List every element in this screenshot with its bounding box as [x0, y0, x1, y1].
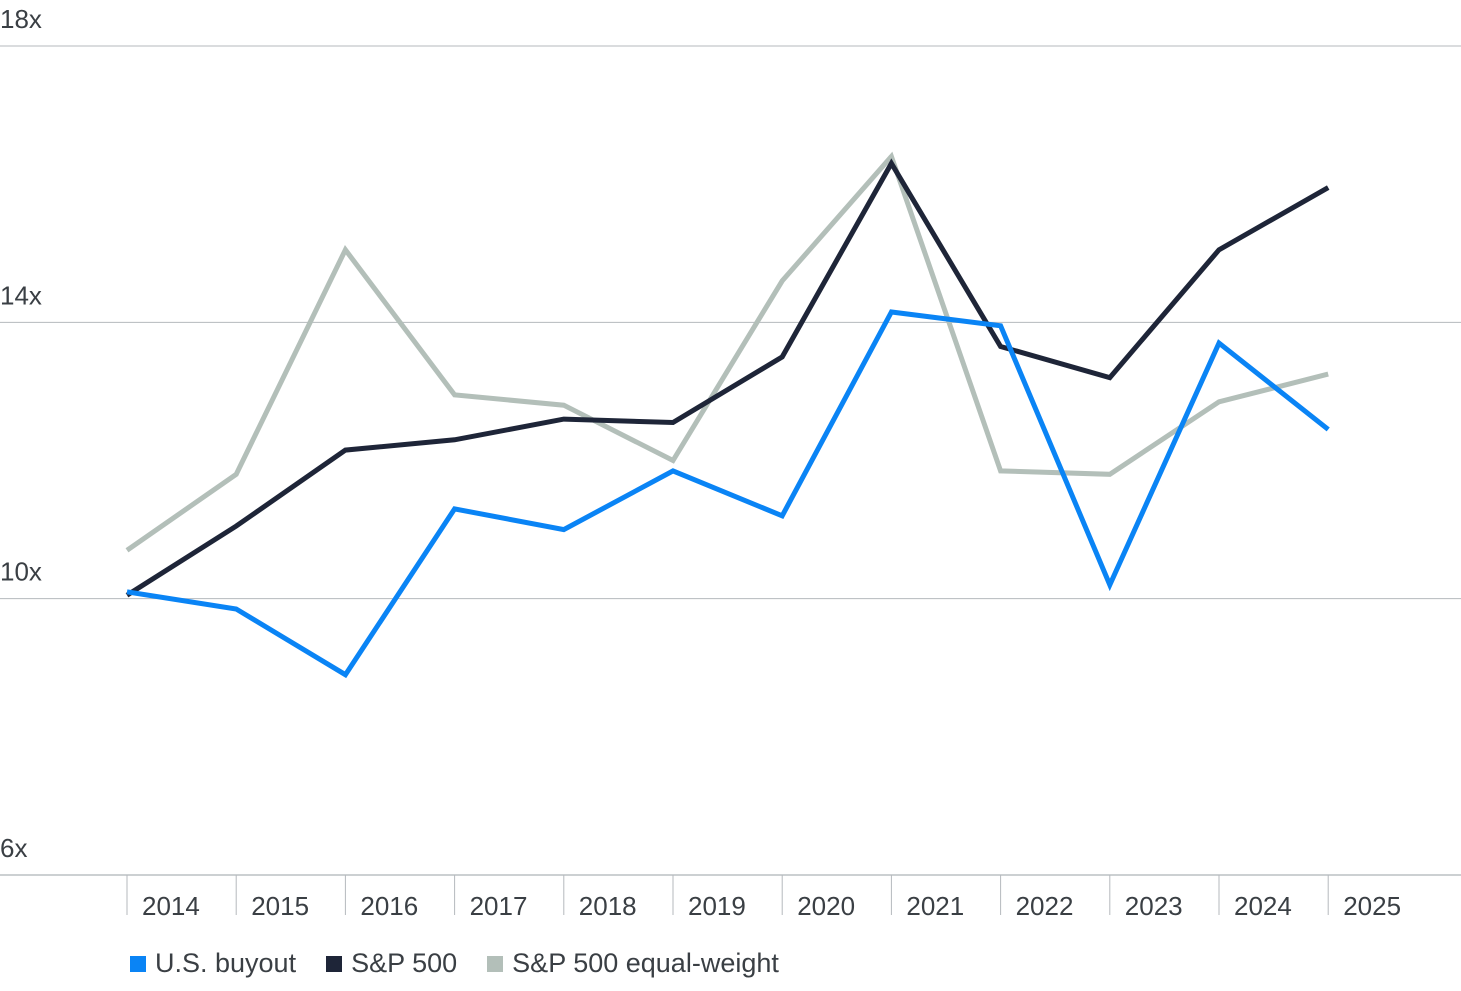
x-tick-label-2019: 2019	[688, 891, 746, 921]
legend-item-us-buyout: U.S. buyout	[130, 948, 296, 979]
legend-item-sp500: S&P 500	[326, 948, 457, 979]
gridlines	[0, 45, 1461, 876]
x-tick-label-2024: 2024	[1234, 891, 1292, 921]
x-tick-label-2018: 2018	[579, 891, 637, 921]
series-line-s-p-500-equal-weight	[125, 151, 1329, 553]
y-tick-label-6x: 6x	[0, 833, 27, 863]
legend-swatch-sp500	[326, 955, 343, 972]
legend-label-us-buyout: U.S. buyout	[155, 948, 297, 978]
series-line-s-p-500	[125, 158, 1330, 598]
x-tick-label-2014: 2014	[142, 891, 200, 921]
legend-label-sp500-equal-weight: S&P 500 equal-weight	[512, 948, 779, 978]
x-tick-label-2022: 2022	[1016, 891, 1074, 921]
legend-swatch-sp500-equal-weight	[487, 955, 504, 972]
y-tick-label-14x: 14x	[0, 280, 42, 310]
series-lines	[125, 151, 1330, 679]
x-tick-label-2015: 2015	[251, 891, 309, 921]
x-tick-label-2023: 2023	[1125, 891, 1183, 921]
x-tick-label-2021: 2021	[906, 891, 964, 921]
legend: U.S. buyout S&P 500 S&P 500 equal-weight	[130, 948, 779, 979]
y-axis: 18x 14x 10x 6x	[0, 4, 42, 863]
x-tick-label-2025: 2025	[1343, 891, 1401, 921]
x-tick-label-2017: 2017	[470, 891, 528, 921]
legend-item-sp500-equal-weight: S&P 500 equal-weight	[487, 948, 779, 979]
y-tick-label-18x: 18x	[0, 4, 42, 34]
x-tick-label-2016: 2016	[360, 891, 418, 921]
x-axis: 2014 2015 2016 2017 2018 2019 2020 2021 2022 2023…	[126, 875, 1401, 921]
legend-swatch-us-buyout	[130, 955, 146, 972]
series-line-u-s-buyout	[126, 309, 1330, 679]
x-tick-label-2020: 2020	[797, 891, 855, 921]
legend-label-sp500: S&P 500	[351, 948, 458, 978]
y-tick-label-10x: 10x	[0, 557, 42, 587]
